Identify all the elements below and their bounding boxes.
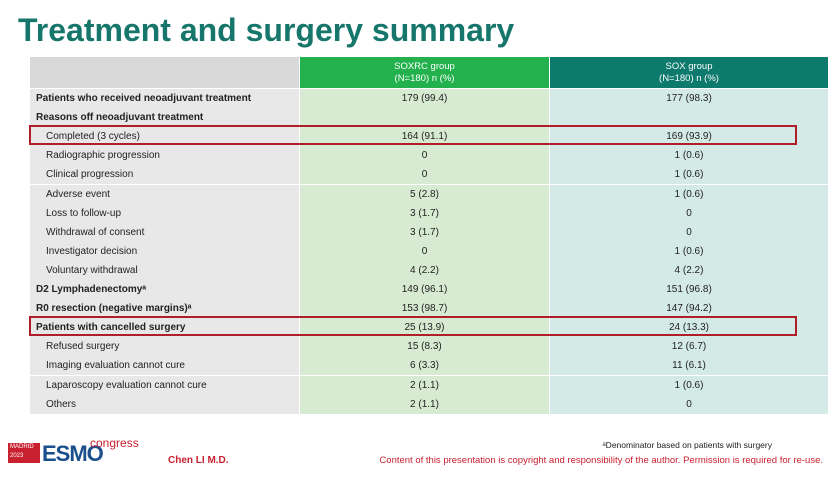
copyright: Content of this presentation is copyrigh… — [379, 455, 823, 466]
row-label: D2 Lymphadenectomyᵃ — [30, 280, 299, 299]
soxrc-cell: 164 (91.1) — [300, 127, 549, 147]
soxrc-cell: 4 (2.2) — [300, 260, 549, 280]
row-label: Adverse event — [30, 184, 299, 204]
soxrc-cell — [300, 108, 549, 128]
soxrc-cell: 0 — [300, 241, 549, 261]
soxrc-cell: 5 (2.8) — [300, 184, 549, 204]
sox-cell: 1 (0.6) — [550, 146, 828, 166]
row-label: R0 resection (negative margins)ᵃ — [30, 299, 299, 319]
title: Treatment and surgery summary — [18, 12, 515, 48]
sox-cell: 24 (13.3) — [550, 318, 828, 338]
soxrc-cell: 149 (96.1) — [300, 280, 549, 299]
row-label: Loss to follow-up — [30, 203, 299, 223]
sox-cell: 147 (94.2) — [550, 299, 828, 319]
sox-cell: 1 (0.6) — [550, 184, 828, 204]
sox-cell: 0 — [550, 222, 828, 242]
soxrc-cell: 15 (8.3) — [300, 337, 549, 357]
sox-cell: 0 — [550, 394, 828, 414]
logo-word: congress — [90, 436, 139, 450]
author: Chen LI M.D. — [168, 455, 229, 466]
sox-cell: 11 (6.1) — [550, 356, 828, 376]
row-label: Voluntary withdrawal — [30, 260, 299, 280]
row-label: Withdrawal of consent — [30, 222, 299, 242]
sox-cell: 177 (98.3) — [550, 89, 828, 108]
soxrc-cell: 0 — [300, 146, 549, 166]
sox-cell: 1 (0.6) — [550, 375, 828, 395]
soxrc-cell: 25 (13.9) — [300, 318, 549, 338]
soxrc-cell: 153 (98.7) — [300, 299, 549, 319]
row-label: Refused surgery — [30, 337, 299, 357]
sox-cell: 12 (6.7) — [550, 337, 828, 357]
soxrc-cell: 2 (1.1) — [300, 394, 549, 414]
logo-city: MADRID — [10, 444, 34, 450]
row-label: Imaging evaluation cannot cure — [30, 356, 299, 376]
row-label: Reasons off neoadjuvant treatment — [30, 108, 299, 128]
highlight-box — [29, 125, 797, 146]
soxrc-cell: 179 (99.4) — [300, 89, 549, 108]
sox-cell: 1 (0.6) — [550, 165, 828, 185]
soxrc-cell: 6 (3.3) — [300, 356, 549, 376]
column-header: SOXRC group (N=180) n (%) — [300, 57, 549, 88]
sox-cell: 151 (96.8) — [550, 280, 828, 299]
sox-cell: 1 (0.6) — [550, 241, 828, 261]
soxrc-cell: 0 — [300, 165, 549, 185]
highlight-box — [29, 316, 797, 337]
footnote: ᵃDenominator based on patients with surg… — [602, 440, 772, 450]
row-label: Completed (3 cycles) — [30, 127, 299, 147]
sox-cell: 4 (2.2) — [550, 260, 828, 280]
sox-cell: 169 (93.9) — [550, 127, 828, 147]
sox-cell: 0 — [550, 203, 828, 223]
row-label: Clinical progression — [30, 165, 299, 185]
row-label: Others — [30, 394, 299, 414]
row-label: Patients with cancelled surgery — [30, 318, 299, 338]
row-label: Radiographic progression — [30, 146, 299, 166]
soxrc-cell: 3 (1.7) — [300, 203, 549, 223]
soxrc-cell: 2 (1.1) — [300, 375, 549, 395]
row-label: Laparoscopy evaluation cannot cure — [30, 375, 299, 395]
sox-cell — [550, 108, 828, 128]
soxrc-cell: 3 (1.7) — [300, 222, 549, 242]
logo-year: 2023 — [10, 453, 24, 459]
column-header: SOX group (N=180) n (%) — [550, 57, 828, 88]
logo-name: ESMO — [42, 441, 104, 466]
row-label: Patients who received neoadjuvant treatm… — [30, 89, 299, 108]
row-label: Investigator decision — [30, 241, 299, 261]
logo-badge: MADRID 2023 — [8, 443, 40, 463]
header-blank — [30, 57, 299, 88]
